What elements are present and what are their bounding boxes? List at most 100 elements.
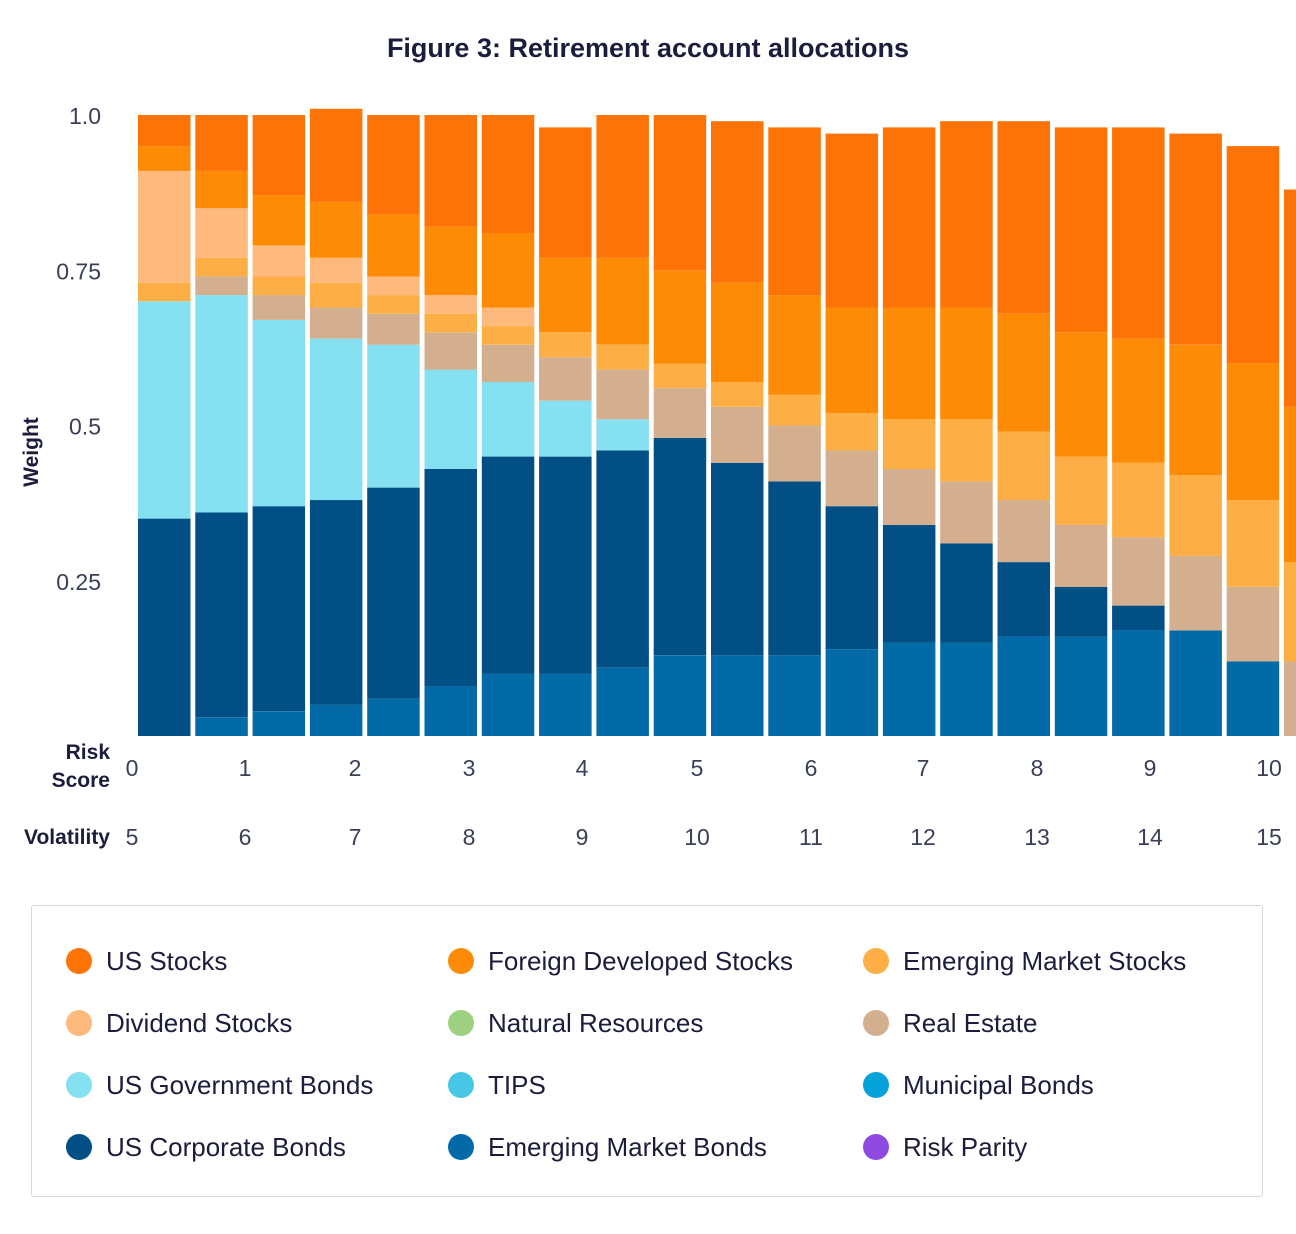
y-axis-label: Weight bbox=[20, 417, 43, 487]
bar-segment-12-real-estate bbox=[825, 450, 879, 507]
bar-segment-6-emerging-market-bonds bbox=[481, 673, 535, 736]
bar-segment-6-us-government-bonds bbox=[481, 382, 535, 457]
bar-segment-1-emerging-market-bonds bbox=[195, 717, 248, 736]
bar-segment-5-us-corporate-bonds bbox=[424, 469, 477, 687]
bar-segment-4-us-corporate-bonds bbox=[367, 487, 420, 699]
legend-swatch bbox=[448, 1072, 474, 1098]
risk-score-label-line2: Score bbox=[52, 769, 110, 792]
bar-segment-1-us-government-bonds bbox=[195, 295, 248, 513]
volatility-tick-label: 12 bbox=[910, 824, 936, 850]
bar-segment-11-emerging-market-stocks bbox=[768, 394, 821, 426]
volatility-tick-label: 5 bbox=[126, 824, 139, 850]
legend-item: Natural Resources bbox=[448, 1008, 703, 1038]
risk-score-tick-label: 7 bbox=[917, 755, 930, 781]
legend-label: TIPS bbox=[488, 1069, 546, 1100]
bar-segment-0-emerging-market-stocks bbox=[138, 282, 191, 302]
legend-label: Emerging Market Stocks bbox=[903, 945, 1187, 976]
bar-segment-1-real-estate bbox=[195, 276, 248, 296]
y-tick-label: 0.5 bbox=[69, 414, 101, 440]
bar-segment-16-us-corporate-bonds bbox=[1054, 587, 1108, 637]
bar-segment-5-dividend-stocks bbox=[424, 295, 477, 314]
bar-segment-19-emerging-market-bonds bbox=[1226, 661, 1280, 736]
legend-item: US Corporate Bonds bbox=[66, 1132, 346, 1162]
bar-segment-5-emerging-market-stocks bbox=[424, 313, 477, 333]
risk-score-tick-label: 5 bbox=[691, 755, 704, 781]
bar-segment-13-us-corporate-bonds bbox=[882, 524, 936, 643]
bar-segment-16-us-stocks bbox=[1054, 127, 1108, 333]
bar-segment-10-us-corporate-bonds bbox=[711, 462, 764, 656]
bar-segment-15-emerging-market-stocks bbox=[997, 431, 1050, 500]
legend-label: US Stocks bbox=[106, 945, 228, 976]
bar-segment-19-foreign-developed-stocks bbox=[1226, 363, 1280, 500]
bar-segment-6-us-corporate-bonds bbox=[481, 456, 535, 674]
bar-segment-17-foreign-developed-stocks bbox=[1112, 338, 1165, 463]
bar-segment-13-us-stocks bbox=[882, 127, 936, 308]
bar-segment-2-dividend-stocks bbox=[252, 245, 306, 277]
risk-score-tick-label: 1 bbox=[239, 755, 252, 781]
bar-segment-9-emerging-market-stocks bbox=[653, 363, 707, 389]
volatility-tick-label: 11 bbox=[799, 824, 823, 850]
risk-score-tick-label: 10 bbox=[1256, 755, 1282, 781]
legend-item: Real Estate bbox=[863, 1008, 1037, 1038]
bar-segment-13-real-estate bbox=[882, 469, 936, 525]
bar-segment-19-real-estate bbox=[1226, 587, 1280, 662]
bar-segment-5-us-government-bonds bbox=[424, 369, 477, 469]
bar-segment-14-us-corporate-bonds bbox=[940, 543, 993, 643]
risk-score-label-line1: Risk bbox=[66, 741, 111, 764]
volatility-tick-label: 7 bbox=[349, 824, 362, 850]
bar-segment-3-us-government-bonds bbox=[309, 338, 363, 501]
bar-segment-12-us-stocks bbox=[825, 133, 879, 308]
legend-swatch bbox=[66, 1010, 92, 1036]
bar-segment-5-foreign-developed-stocks bbox=[424, 226, 477, 296]
bar-segment-6-us-stocks bbox=[481, 115, 535, 233]
bar-segment-14-us-stocks bbox=[940, 121, 993, 308]
legend-swatch bbox=[863, 1134, 889, 1160]
bar-segment-2-emerging-market-bonds bbox=[252, 711, 306, 736]
bar-segment-19-us-stocks bbox=[1226, 146, 1280, 364]
legend-item: US Government Bonds bbox=[66, 1070, 373, 1100]
bar-segment-6-emerging-market-stocks bbox=[481, 326, 535, 345]
bar-segment-14-foreign-developed-stocks bbox=[940, 307, 993, 420]
volatility-tick-label: 8 bbox=[463, 824, 476, 850]
bar-segment-15-us-stocks bbox=[997, 121, 1050, 314]
bar-segment-9-us-stocks bbox=[653, 115, 707, 271]
legend-label: US Corporate Bonds bbox=[106, 1131, 346, 1162]
bar-segment-18-emerging-market-bonds bbox=[1169, 630, 1222, 736]
risk-score-tick-label: 9 bbox=[1144, 755, 1157, 781]
y-tick-label: 1.0 bbox=[69, 103, 101, 129]
legend-item: Emerging Market Stocks bbox=[863, 946, 1186, 976]
volatility-tick-label: 13 bbox=[1024, 824, 1050, 850]
bar-segment-8-emerging-market-stocks bbox=[596, 344, 649, 370]
bar-segment-0-foreign-developed-stocks bbox=[138, 146, 191, 171]
bar-segment-12-us-corporate-bonds bbox=[825, 506, 879, 649]
bar-segment-3-dividend-stocks bbox=[309, 257, 363, 283]
legend-item: Foreign Developed Stocks bbox=[448, 946, 793, 976]
bar-segment-1-emerging-market-stocks bbox=[195, 257, 248, 277]
volatility-tick-label: 14 bbox=[1137, 824, 1163, 850]
y-tick-label: 0.25 bbox=[56, 569, 101, 595]
bar-segment-1-dividend-stocks bbox=[195, 208, 248, 258]
bar-segment-0-us-government-bonds bbox=[138, 301, 191, 519]
bar-segment-18-emerging-market-stocks bbox=[1169, 475, 1222, 556]
legend-item: US Stocks bbox=[66, 946, 227, 976]
legend-label: Dividend Stocks bbox=[106, 1007, 293, 1038]
bar-segment-15-foreign-developed-stocks bbox=[997, 313, 1050, 432]
bar-segment-18-real-estate bbox=[1169, 555, 1222, 631]
bar-segment-19-emerging-market-stocks bbox=[1226, 500, 1280, 587]
bar-segment-17-us-stocks bbox=[1112, 127, 1165, 339]
legend-label: Emerging Market Bonds bbox=[488, 1131, 767, 1162]
bar-segment-11-emerging-market-bonds bbox=[768, 655, 821, 736]
bar-segment-11-real-estate bbox=[768, 425, 821, 482]
legend-item: Emerging Market Bonds bbox=[448, 1132, 767, 1162]
bar-segment-7-us-stocks bbox=[539, 127, 592, 258]
bar-segment-7-emerging-market-stocks bbox=[539, 332, 592, 358]
legend-label: Municipal Bonds bbox=[903, 1069, 1094, 1100]
bar-segment-7-real-estate bbox=[539, 357, 592, 401]
bar-segment-5-us-stocks bbox=[424, 115, 477, 227]
legend-item: Municipal Bonds bbox=[863, 1070, 1094, 1100]
bar-segment-8-us-stocks bbox=[596, 115, 649, 258]
bar-segment-9-emerging-market-bonds bbox=[653, 655, 707, 736]
bar-segment-4-emerging-market-stocks bbox=[367, 295, 420, 314]
bar-segment-17-real-estate bbox=[1112, 537, 1165, 606]
risk-score-tick-label: 8 bbox=[1031, 755, 1044, 781]
